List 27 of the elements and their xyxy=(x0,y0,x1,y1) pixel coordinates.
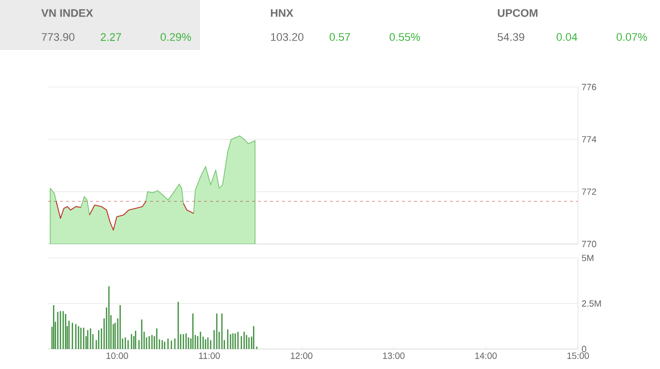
text: HNX xyxy=(270,9,294,17)
x-tick-label: 15:00 xyxy=(567,352,589,359)
x-tick-label: 10:00 xyxy=(106,352,128,359)
line-series xyxy=(56,201,82,219)
text: 0.04 xyxy=(556,33,578,41)
text: UPCOM xyxy=(498,9,538,17)
y-tick-label: 5M xyxy=(582,254,594,262)
text: 0.29% xyxy=(160,33,191,41)
text: 54.39 xyxy=(498,33,524,41)
text: 773.90 xyxy=(42,33,74,41)
text: 0.55% xyxy=(390,33,420,41)
y-tick-label: 770 xyxy=(582,240,596,248)
y-tick-label: 772 xyxy=(582,188,596,195)
x-tick-label: 14:00 xyxy=(475,352,497,359)
text: 2.27 xyxy=(100,33,122,41)
y-tick-label: 0 xyxy=(582,346,586,352)
text: 103.20 xyxy=(271,33,304,41)
text: VN INDEX xyxy=(41,9,94,17)
x-tick-label: 12:00 xyxy=(290,352,312,359)
text: 0.07% xyxy=(616,33,647,41)
line-series xyxy=(89,201,146,231)
y-tick-label: 776 xyxy=(582,84,596,90)
text: 0.57 xyxy=(330,33,350,41)
y-tick-label: 2.5M xyxy=(582,300,601,307)
y-tick-label: 774 xyxy=(582,136,596,142)
x-tick-label: 13:00 xyxy=(383,352,405,359)
x-tick-label: 11:00 xyxy=(199,352,220,359)
